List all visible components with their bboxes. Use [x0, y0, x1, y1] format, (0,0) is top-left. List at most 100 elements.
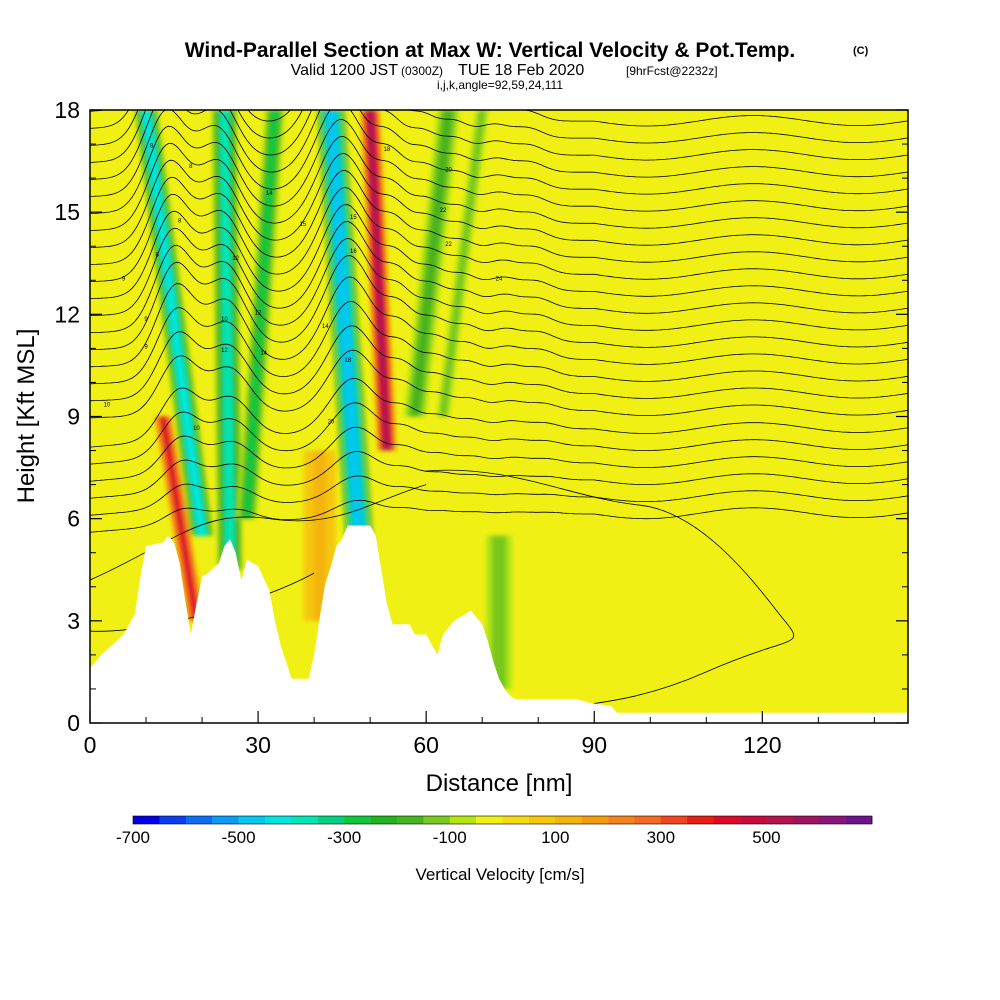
theta-contour-15 — [90, 170, 908, 265]
colorbar-swatch — [660, 816, 688, 824]
colorbar-swatch — [423, 816, 451, 824]
contour-label: 20 — [328, 419, 335, 425]
y-tick-label: 18 — [54, 97, 80, 123]
theta-contour-22 — [90, 110, 908, 146]
terrain-mask — [90, 525, 908, 723]
contour-label: 8 — [156, 252, 160, 258]
potential-temperature-contours: 8 8 8 8 9 9 9 10 10 10 12 12 12 14 14 14 15 15 16 18 18 20 20 2… — [90, 110, 908, 717]
colorbar-swatch — [528, 816, 556, 824]
contour-label: 15 — [350, 215, 357, 221]
colorbar-swatch — [792, 816, 820, 824]
theta-contour-9 — [90, 276, 908, 368]
x-tick-label: 120 — [743, 732, 781, 758]
contour-label: 10 — [221, 317, 228, 323]
colorbar-swatch — [476, 816, 503, 824]
y-axis: 0 3 6 9 12 15 18 — [54, 97, 908, 736]
contour-label: 9 — [144, 344, 148, 350]
y-tick-label: 6 — [67, 506, 80, 532]
x-axis: 0 30 60 90 120 — [84, 711, 875, 758]
colorbar-swatch — [185, 816, 213, 824]
colorbar-tick-label: -300 — [327, 828, 361, 847]
theta-contour-16 — [90, 153, 908, 248]
colorbar-swatch — [740, 816, 767, 824]
x-tick-label: 90 — [581, 732, 607, 758]
theta-contour-7 — [90, 325, 908, 402]
theta-contour-20 — [90, 110, 908, 180]
plot-area: 8 8 8 8 9 9 9 10 10 10 12 12 12 14 14 14 15 15 16 18 18 20 20 2… — [90, 110, 908, 723]
theta-contour-1 — [90, 475, 908, 516]
theta-contour-11 — [90, 238, 908, 334]
colorbar-swatch — [819, 816, 846, 824]
theta-contour-18 — [90, 119, 908, 214]
x-tick-label: 0 — [84, 732, 97, 758]
contour-label: 8 — [189, 164, 193, 170]
colorbar-swatch — [449, 816, 477, 824]
contour-label: 9 — [122, 276, 126, 282]
colorbar-frame — [132, 815, 873, 825]
w-band-5-2 — [366, 110, 391, 451]
colorbar-swatch — [159, 816, 187, 824]
contour-label: 10 — [103, 402, 110, 408]
contour-label: 9 — [144, 317, 148, 323]
chart-subtitle-forecast: [9hrFcst@2232z] — [626, 64, 718, 78]
theta-contour-10 — [90, 255, 908, 351]
theta-contour-5 — [90, 377, 908, 448]
contour-label: 12 — [255, 310, 262, 316]
theta-contour-17 — [90, 135, 908, 231]
theta-contour-6 — [90, 349, 908, 419]
colorbar-swatch — [291, 816, 319, 824]
x-tick-label: 30 — [245, 732, 271, 758]
theta-contour-23 — [90, 110, 908, 129]
colorbar-swatch — [212, 816, 239, 824]
y-tick-label: 3 — [67, 608, 80, 634]
contour-label: 22 — [440, 208, 447, 214]
colorbar-swatch — [502, 816, 530, 824]
contour-label: 8 — [178, 218, 182, 224]
colorbar-swatch — [581, 816, 609, 824]
w-band-2-2 — [219, 110, 235, 570]
y-tick-label: 0 — [67, 710, 80, 736]
colorbar-tick-label: 100 — [541, 828, 569, 847]
colorbar-swatch — [634, 816, 662, 824]
w-band-3-2 — [242, 110, 279, 519]
colorbar-tick-label: -500 — [222, 828, 256, 847]
w-band-1-2 — [159, 416, 200, 621]
chart-subtitle-date: TUE 18 Feb 2020 — [458, 62, 584, 79]
chart-title: Wind-Parallel Section at Max W: Vertical… — [185, 39, 869, 92]
y-tick-label: 9 — [67, 404, 80, 430]
colorbar-swatch — [608, 816, 635, 824]
chart-subtitle-utc: (0300Z) — [401, 64, 443, 78]
colorbar-tick-label: 300 — [647, 828, 675, 847]
theta-contour-low-2 — [426, 469, 795, 717]
colorbar-swatch — [317, 816, 345, 824]
theta-contour-12 — [90, 221, 908, 317]
chart-title-main: Wind-Parallel Section at Max W: Vertical… — [185, 39, 796, 62]
theta-contour-4 — [90, 402, 908, 465]
colorbar-tick-label: -100 — [433, 828, 467, 847]
theta-contour-0 — [90, 499, 908, 533]
w-band-0-2 — [141, 110, 207, 536]
w-band-4-2 — [325, 110, 365, 536]
w-band-6-2 — [410, 110, 453, 417]
contour-label: 10 — [193, 426, 200, 432]
contour-label: 14 — [266, 191, 273, 197]
theta-contour-8 — [90, 300, 908, 385]
chart-subtitle-valid: Valid 1200 JST — [291, 62, 399, 79]
contour-label: 24 — [496, 276, 503, 282]
contour-label: 16 — [350, 249, 357, 255]
colorbar-swatch — [344, 816, 371, 824]
y-axis-label: Height [Kft MSL] — [13, 329, 40, 504]
contour-label: 22 — [445, 242, 452, 248]
colorbar-swatch — [264, 816, 292, 824]
x-tick-label: 60 — [413, 732, 439, 758]
colorbar-swatch — [713, 816, 741, 824]
colorbar-title: Vertical Velocity [cm/s] — [415, 865, 584, 884]
theta-contour-21 — [90, 110, 908, 163]
colorbar-swatch — [555, 816, 582, 824]
theta-contour-13 — [90, 204, 908, 300]
y-tick-label: 15 — [54, 199, 80, 225]
theta-contour-14 — [90, 187, 908, 282]
colorbar-swatch — [370, 816, 398, 824]
colorbar-tick-label: -700 — [116, 828, 150, 847]
